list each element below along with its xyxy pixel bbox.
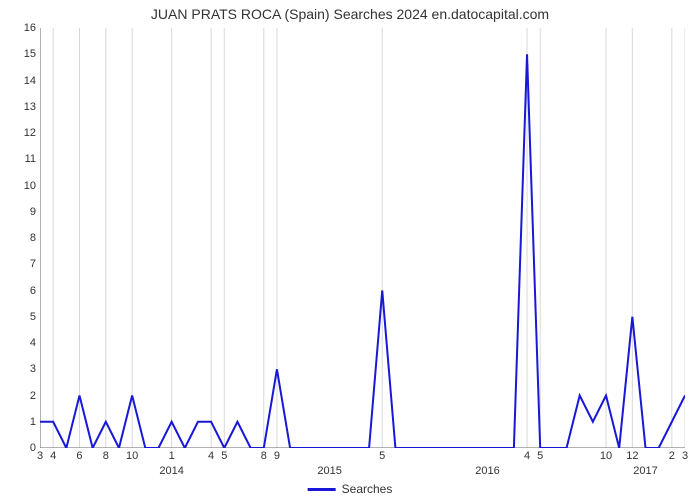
x-year-label: 2017 <box>633 465 657 477</box>
x-tick-label: 1 <box>169 450 175 462</box>
y-tick-label: 7 <box>6 258 36 270</box>
x-tick-label: 3 <box>682 450 688 462</box>
x-tick-label: 5 <box>379 450 385 462</box>
vertical-gridlines <box>40 28 685 448</box>
x-tick-label: 5 <box>221 450 227 462</box>
x-year-label: 2016 <box>475 465 499 477</box>
legend-swatch <box>308 488 336 491</box>
y-tick-label: 5 <box>6 311 36 323</box>
x-tick-label: 5 <box>537 450 543 462</box>
x-tick-label: 8 <box>261 450 267 462</box>
y-tick-label: 1 <box>6 416 36 428</box>
y-tick-label: 16 <box>6 22 36 34</box>
y-tick-label: 4 <box>6 337 36 349</box>
y-tick-label: 10 <box>6 180 36 192</box>
x-tick-label: 9 <box>274 450 280 462</box>
y-tick-label: 11 <box>6 153 36 165</box>
legend: Searches <box>308 482 393 496</box>
x-year-label: 2015 <box>317 465 341 477</box>
chart-container: JUAN PRATS ROCA (Spain) Searches 2024 en… <box>0 0 700 500</box>
x-tick-label: 4 <box>524 450 530 462</box>
legend-label: Searches <box>342 482 393 496</box>
y-tick-label: 12 <box>6 127 36 139</box>
y-tick-label: 0 <box>6 442 36 454</box>
x-tick-label: 10 <box>126 450 138 462</box>
plot-area <box>40 28 685 448</box>
x-tick-label: 2 <box>669 450 675 462</box>
y-tick-label: 14 <box>6 75 36 87</box>
chart-title: JUAN PRATS ROCA (Spain) Searches 2024 en… <box>0 6 700 22</box>
y-tick-label: 6 <box>6 285 36 297</box>
x-tick-label: 10 <box>600 450 612 462</box>
x-tick-label: 4 <box>50 450 56 462</box>
x-tick-label: 4 <box>208 450 214 462</box>
y-tick-label: 13 <box>6 101 36 113</box>
y-tick-label: 9 <box>6 206 36 218</box>
x-year-label: 2014 <box>159 465 183 477</box>
y-tick-label: 3 <box>6 363 36 375</box>
series-line <box>40 54 685 448</box>
x-tick-label: 8 <box>103 450 109 462</box>
x-tick-label: 6 <box>76 450 82 462</box>
x-tick-label: 12 <box>626 450 638 462</box>
y-tick-label: 15 <box>6 48 36 60</box>
x-tick-label: 3 <box>37 450 43 462</box>
y-tick-label: 2 <box>6 390 36 402</box>
y-tick-label: 8 <box>6 232 36 244</box>
